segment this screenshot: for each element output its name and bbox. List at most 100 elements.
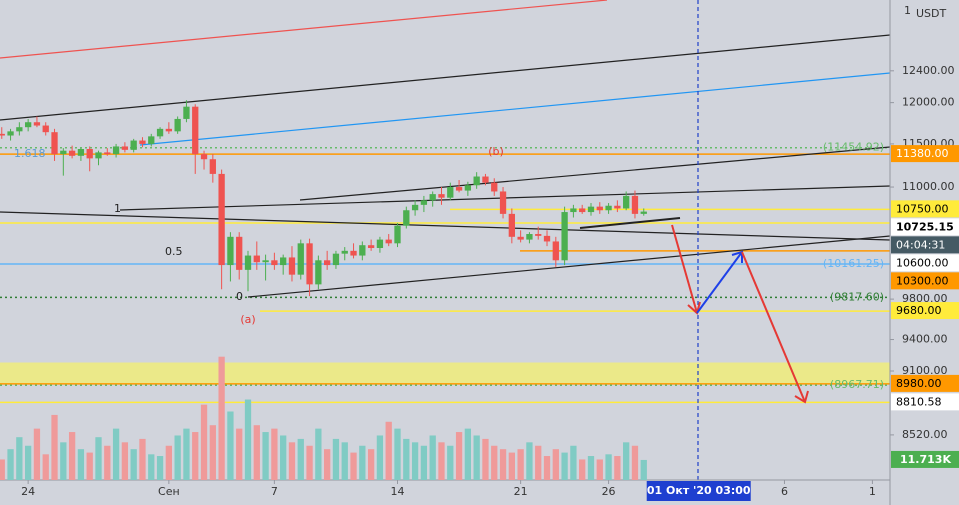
volume-bar — [332, 438, 340, 480]
volume-bar — [156, 456, 164, 480]
volume-bar — [280, 435, 287, 480]
arrow — [696, 251, 743, 314]
crosshair-box — [646, 481, 751, 501]
candle-body — [587, 206, 595, 213]
price-box — [891, 200, 959, 218]
level-label: (11454.92) — [823, 141, 884, 154]
fib-label: 1.618 — [14, 147, 46, 160]
arrow — [671, 224, 698, 314]
candle-body — [473, 176, 480, 186]
price-label: 10300.00 — [896, 274, 949, 287]
candle-body — [324, 260, 331, 266]
volume-bar — [262, 432, 269, 480]
volume-bar — [33, 428, 41, 480]
candle-body — [411, 204, 419, 211]
volume-bar — [596, 459, 603, 480]
candle-body — [561, 212, 568, 261]
volume-bar — [587, 456, 595, 480]
volume-bar — [367, 449, 375, 480]
volume-bar — [341, 442, 348, 480]
candle-body — [24, 122, 32, 128]
volume-bar — [623, 442, 630, 480]
volume-bar — [535, 445, 542, 480]
volume-bar — [614, 456, 621, 480]
price-box — [891, 272, 959, 290]
arrow-head — [794, 390, 809, 404]
volume-bar — [570, 445, 577, 480]
candle-body — [508, 213, 515, 237]
volume-bar — [227, 411, 234, 480]
candle-body — [236, 236, 243, 270]
currency: USDT — [916, 7, 947, 20]
x-tick-label: 14 — [391, 485, 405, 498]
volume-bar — [403, 438, 410, 480]
volume-bar — [473, 435, 480, 480]
candle-body — [315, 260, 322, 285]
volume-bar — [394, 428, 401, 480]
candle-body — [68, 150, 76, 156]
volume-bar — [130, 449, 137, 480]
price-label: 10750.00 — [896, 202, 949, 215]
volume-bar — [561, 452, 568, 480]
y-tick-label: 9100.00 — [902, 364, 948, 377]
candle-body — [16, 127, 23, 132]
candle-body — [297, 243, 304, 275]
volume-bar — [165, 445, 173, 480]
volume-bar — [429, 435, 436, 480]
crosshair-label: 01 Окт '20 03:00 — [647, 484, 751, 497]
volume-bar — [552, 449, 559, 480]
candle-body — [51, 132, 58, 155]
candle-body — [42, 125, 49, 133]
x-tick-label: 24 — [21, 485, 35, 498]
price-label: 8980.00 — [896, 377, 942, 390]
volume-bar — [139, 438, 146, 480]
candle-body — [33, 122, 41, 126]
volume-bar — [315, 428, 322, 480]
volume-bar — [0, 459, 5, 480]
level-label: (10161.25) — [823, 257, 884, 270]
y-tick-label: 12400.00 — [902, 64, 955, 77]
wave-label: (b) — [488, 145, 504, 158]
volume-bar — [411, 442, 419, 480]
volume-bar — [51, 414, 58, 480]
candle-body — [640, 211, 647, 214]
trendline — [0, 34, 891, 121]
volume-bar — [455, 432, 463, 480]
candle-body — [139, 140, 146, 144]
volume-bar — [236, 428, 243, 480]
price-label: 11380.00 — [896, 147, 949, 160]
trendline — [0, 211, 891, 241]
volume-bar — [385, 421, 392, 480]
price-label: 10725.15 — [896, 220, 954, 233]
candle-body — [60, 150, 67, 155]
volume-bar — [218, 356, 225, 480]
volume-bar — [350, 452, 357, 480]
candle-body — [623, 195, 630, 209]
candle-body — [271, 260, 278, 266]
candle-body — [288, 257, 296, 275]
volume-bar — [112, 428, 120, 480]
volume-bar — [464, 428, 472, 480]
trendline — [0, 0, 608, 59]
volume-bar — [605, 454, 612, 480]
volume-bar — [491, 445, 498, 480]
volume-bar — [543, 456, 551, 480]
volume-bar — [86, 452, 93, 480]
candle-body — [7, 131, 14, 136]
candle-body — [570, 208, 577, 213]
candle-body — [280, 257, 287, 266]
x-tick-label: 1 — [869, 485, 876, 498]
candle-body — [174, 118, 181, 132]
volume-bar — [104, 445, 111, 480]
candle-body — [262, 260, 269, 263]
volume-bar — [183, 428, 190, 480]
candle-body — [165, 128, 173, 132]
volume-bar — [420, 445, 428, 480]
price-box — [891, 374, 959, 392]
candle-body — [482, 176, 489, 183]
candle-body — [341, 250, 348, 254]
candle-body — [429, 194, 436, 201]
wave-label: (a) — [240, 313, 255, 326]
price-box — [891, 145, 959, 163]
